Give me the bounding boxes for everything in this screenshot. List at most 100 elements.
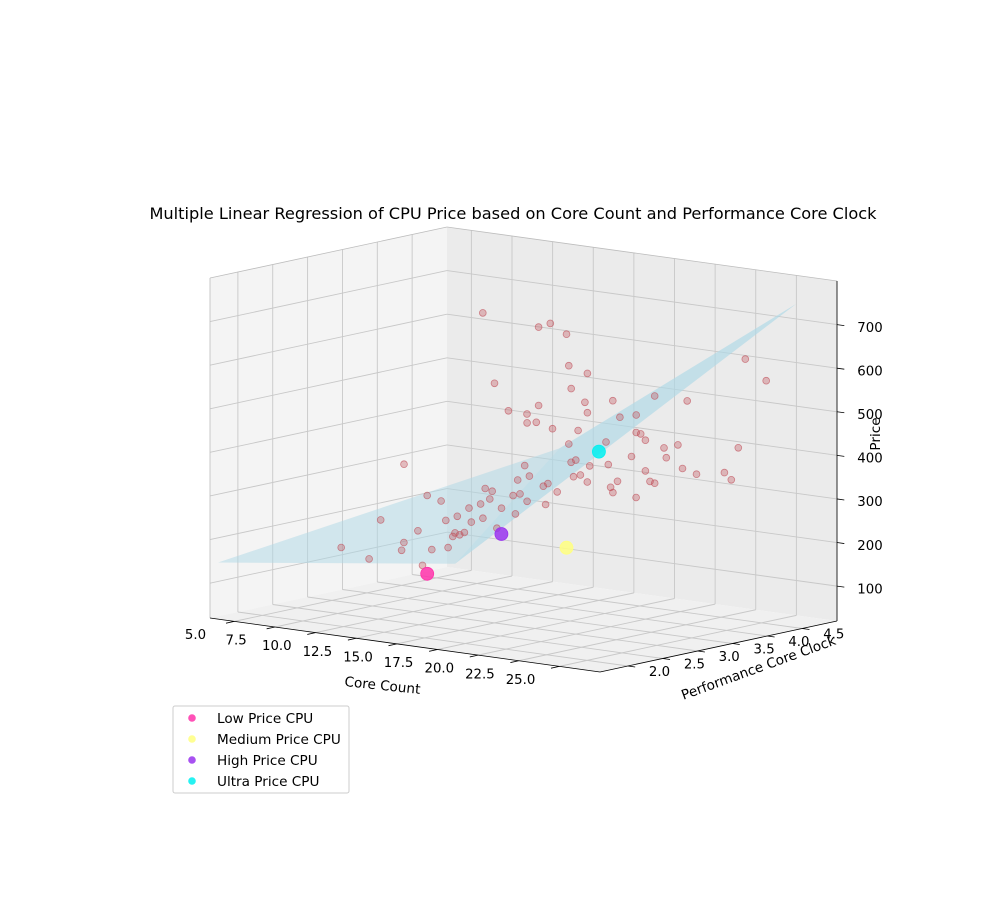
cpu-data-point [581,398,589,407]
highlight-points [420,444,606,581]
x-tick-label: 10.0 [262,639,292,654]
legend: Low Price CPU Medium Price CPU High Price … [172,705,350,794]
cpu-data-point [427,545,436,554]
cpu-data-point [444,543,452,552]
grid-line [437,598,675,650]
cpu-data-point [481,484,490,493]
cpu-data-point [660,444,668,452]
cpu-data-point [513,476,522,484]
legend-marker-low [188,714,196,722]
x-tick-mark [429,649,438,652]
grid-line [396,592,634,645]
cpu-data-point [488,487,497,496]
cpu-data-point [525,472,534,480]
cpu-data-point [337,543,346,552]
cpu-data-point [423,491,432,500]
grid-lines [209,230,838,667]
grid-line [209,270,448,323]
legend-marker-high [188,756,196,764]
cpu-data-point [632,493,640,502]
cpu-data-point [562,330,571,339]
cpu-data-point [613,477,622,486]
ultra-price-cpu-point [592,444,606,459]
cpu-data-point [604,460,613,469]
cpu-data-point [414,526,422,535]
y-tick-label: 4.5 [823,627,844,642]
cpu-data-point [616,413,624,422]
y-tick-label: 3.0 [719,650,740,665]
x-tick-label: 25.0 [506,673,536,688]
y-tick-mark [697,650,705,653]
grid-line [446,313,838,369]
x-tick-mark [550,665,560,669]
cpu-data-point [541,500,550,509]
cpu-data-point [678,464,687,473]
cpu-data-point [544,479,552,488]
axis-lines [209,226,845,673]
y-tick-mark [732,643,740,645]
legend-frame [172,705,350,794]
regression-plane [218,303,797,564]
grid-line [377,581,768,637]
grid-line [272,604,663,659]
x-axis-label: Core Count [344,674,421,698]
z-tick-label: 400 [857,452,882,467]
cpu-data-point [476,500,485,508]
grid-line [209,313,448,366]
x-tick-label: 22.5 [465,667,495,682]
grid-line [559,614,797,667]
cpu-data-point [583,369,592,378]
cpu-data-point [520,461,529,470]
grid-line [234,569,472,622]
cpu-data-point [641,436,650,445]
y-tick-mark [802,628,810,630]
grid-line [342,589,733,644]
y-tick-label: 2.5 [684,657,705,672]
cpu-data-point [504,406,513,415]
cpu-data-point [397,546,406,555]
z-tick-mark [836,324,845,326]
z-tick-label: 500 [857,408,882,423]
legend-label-high: High Price CPU [217,753,318,769]
high-price-cpu-point [494,527,509,541]
legend-marker-ultra [188,777,196,785]
grid-line [446,531,838,587]
cpu-data-point [441,516,450,525]
back-pane [447,227,837,621]
cpu-data-point [564,440,573,448]
cpu-data-point [627,452,636,461]
grid-line [356,586,594,639]
cpu-data-point [479,514,487,522]
cpu-data-point [516,490,524,498]
cpu-data-point [523,419,531,427]
cpu-data-point [534,401,543,410]
pane-edge [446,226,838,282]
x-tick-label: 20.0 [424,662,454,677]
cpu-data-point [532,418,541,427]
cpu-data-point [548,424,557,433]
cpu-data-point [564,361,573,370]
cpu-data-point [692,470,701,479]
legend-label-medium: Medium Price CPU [217,732,341,748]
z-tick-mark [836,498,845,501]
cpu-data-point [490,379,499,388]
cpu-data-point [734,443,743,452]
cpu-data-point [539,482,548,491]
cpu-data-point [727,475,736,484]
cpu-data-point [523,497,531,506]
z-tick-label: 600 [857,364,882,379]
cpu-data-point [576,471,585,479]
z-tick-mark [836,411,845,414]
cpu-data-point [650,479,659,488]
cpu-data-point [585,462,594,470]
y-tick-mark [767,635,775,638]
medium-price-cpu-point [559,540,574,555]
cpu-data-point [467,518,476,526]
cpu-data-point [569,472,578,481]
cpu-data-point [567,458,575,467]
plane-face-back [218,448,560,564]
grid-line [307,596,698,652]
cpu-data-point [636,430,645,438]
cpu-data-point [553,488,561,496]
